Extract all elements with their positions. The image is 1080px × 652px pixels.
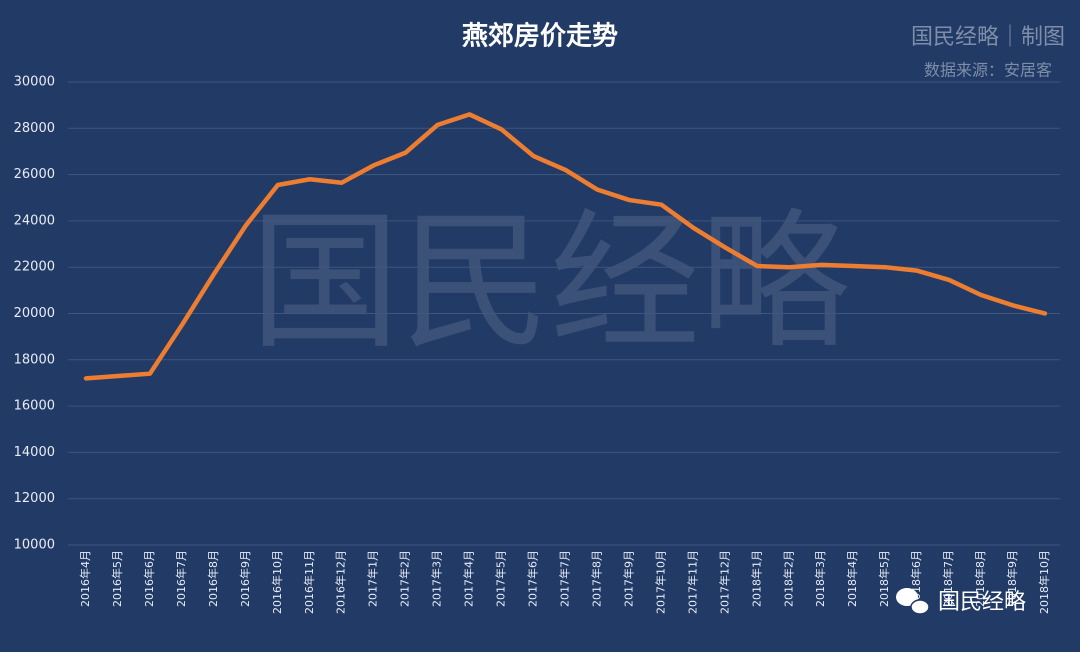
x-tick-label: 2016年6月 xyxy=(142,550,156,607)
logo-icon xyxy=(896,588,918,606)
x-tick-label: 2016年5月 xyxy=(110,550,124,607)
logo-icon xyxy=(910,599,930,615)
chart-title: 燕郊房价走势 xyxy=(462,21,618,52)
x-tick-label: 2018年4月 xyxy=(845,550,859,607)
y-tick-label: 18000 xyxy=(14,352,55,367)
y-tick-label: 30000 xyxy=(14,75,55,90)
x-tick-label: 2018年9月 xyxy=(1005,550,1019,607)
x-tick-label: 2016年11月 xyxy=(302,550,316,614)
x-tick-label: 2017年3月 xyxy=(430,550,444,607)
x-tick-label: 2017年1月 xyxy=(366,550,380,607)
x-tick-label: 2016年12月 xyxy=(334,550,348,614)
x-tick-label: 2018年2月 xyxy=(781,550,795,607)
x-tick-label: 2017年2月 xyxy=(398,550,412,607)
x-tick-label: 2017年11月 xyxy=(685,550,699,614)
logo-text: 国民经略 xyxy=(938,590,1026,615)
x-tick-label: 2018年7月 xyxy=(941,550,955,607)
x-tick-label: 2016年7月 xyxy=(174,550,188,607)
x-tick-label: 2017年7月 xyxy=(558,550,572,607)
x-tick-label: 2016年10月 xyxy=(270,550,284,614)
x-tick-label: 2018年8月 xyxy=(973,550,987,607)
y-tick-label: 28000 xyxy=(14,121,55,136)
x-tick-label: 2016年8月 xyxy=(206,550,220,607)
y-tick-label: 20000 xyxy=(14,306,55,321)
logo: 国民经略 xyxy=(896,588,1026,615)
y-tick-label: 12000 xyxy=(14,491,55,506)
y-tick-label: 26000 xyxy=(14,167,55,182)
plot-area: 10000 12000 14000 16000 18000 20000 22000 24000… xyxy=(14,75,1060,614)
x-tick-label: 2017年8月 xyxy=(589,550,603,607)
x-tick-label: 2017年12月 xyxy=(717,550,731,614)
x-tick-label: 2016年4月 xyxy=(78,550,92,607)
y-tick-label: 22000 xyxy=(14,260,55,275)
y-tick-label: 14000 xyxy=(14,445,55,460)
x-tick-label: 2017年6月 xyxy=(526,550,540,607)
x-tick-label: 2016年9月 xyxy=(238,550,252,607)
x-tick-label: 2017年4月 xyxy=(462,550,476,607)
x-tick-label: 2018年5月 xyxy=(877,550,891,607)
x-tick-label: 2017年10月 xyxy=(653,550,667,614)
y-tick-label: 10000 xyxy=(14,538,55,553)
watermark: 国民经略 xyxy=(250,196,850,370)
y-tick-label: 24000 xyxy=(14,213,55,228)
x-tick-label: 2018年3月 xyxy=(813,550,827,607)
source: 数据来源：安居客 xyxy=(924,61,1052,80)
x-tick-label: 2017年5月 xyxy=(494,550,508,607)
credit: 国民经略｜制图 xyxy=(911,25,1065,50)
y-tick-label: 16000 xyxy=(14,399,55,414)
data-line xyxy=(83,112,1048,381)
x-tick-label: 2017年9月 xyxy=(621,550,635,607)
x-tick-label: 2018年10月 xyxy=(1037,550,1051,614)
x-tick-label: 2018年1月 xyxy=(749,550,763,607)
